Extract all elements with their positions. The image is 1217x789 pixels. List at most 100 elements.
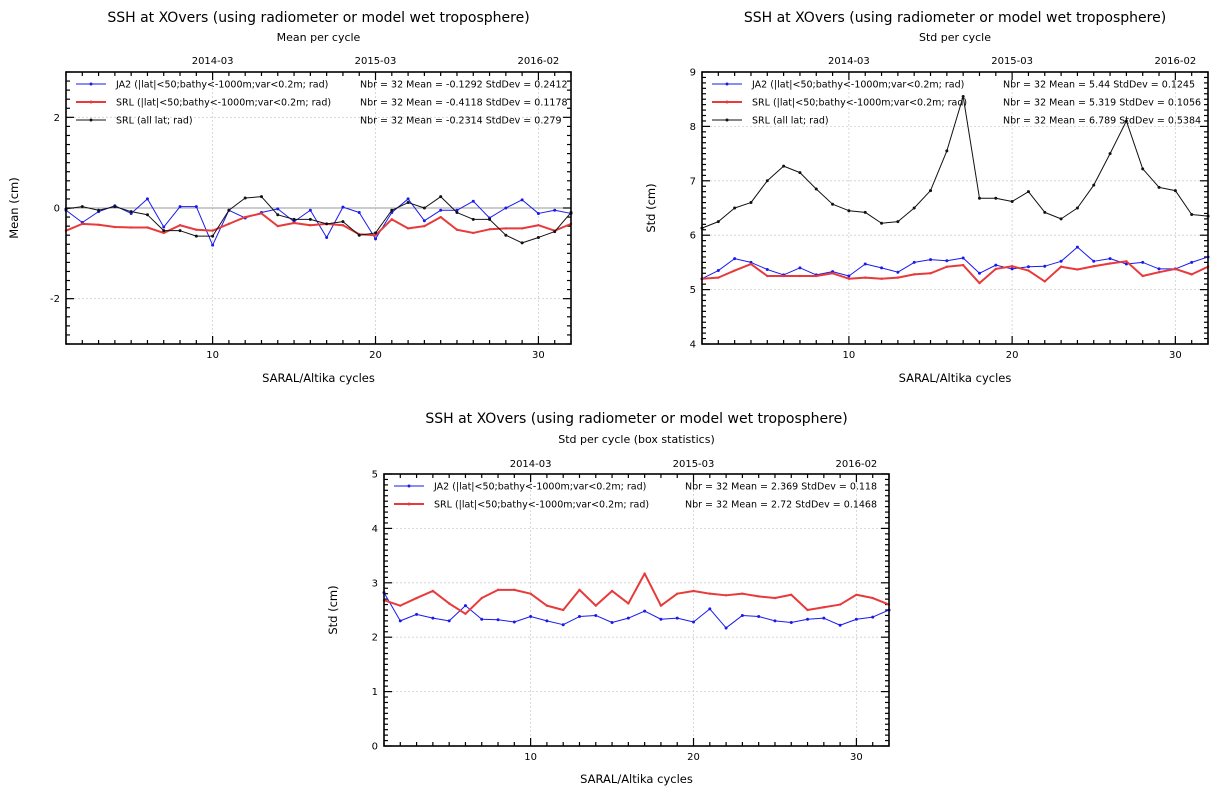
data-point [406, 197, 410, 201]
data-point [211, 243, 215, 247]
legend-marker [89, 118, 93, 122]
data-point [512, 620, 516, 624]
top-date-label: 2014-03 [828, 56, 870, 67]
data-point [553, 208, 557, 212]
data-point [912, 273, 916, 276]
data-point [545, 619, 549, 623]
data-point [871, 615, 875, 619]
data-point [854, 617, 858, 621]
data-point [1076, 268, 1079, 271]
y-tick-label: 5 [372, 470, 378, 481]
y-tick-label: 2 [372, 633, 378, 644]
legend-marker [407, 484, 411, 488]
x-axis-label: SARAL/Altika cycles [262, 371, 375, 385]
data-point [765, 179, 769, 183]
data-point [863, 210, 867, 214]
data-point [733, 206, 737, 210]
data-point [529, 615, 533, 619]
data-point [341, 205, 345, 209]
data-point [822, 616, 826, 620]
series-line [383, 592, 890, 629]
y-tick-label: 7 [690, 176, 696, 187]
data-point [488, 228, 491, 231]
series-line [65, 196, 572, 244]
data-point [194, 234, 198, 238]
data-point [880, 266, 884, 270]
data-point [398, 619, 402, 623]
series-line [701, 95, 1209, 229]
data-point [912, 260, 916, 264]
data-point [1190, 213, 1194, 217]
legend-stats: Nbr = 32 Mean = -0.1292 StdDev = 0.2412 [360, 80, 568, 91]
data-point [178, 229, 182, 233]
data-point [929, 258, 933, 262]
data-point [806, 608, 809, 612]
data-point [374, 237, 378, 241]
data-point [1174, 267, 1177, 271]
data-point [880, 277, 883, 280]
y-tick-label: 2 [54, 113, 60, 124]
data-point [276, 207, 280, 211]
data-point [325, 222, 329, 226]
data-point [504, 206, 508, 210]
data-point [716, 269, 720, 273]
data-point [1092, 259, 1096, 263]
data-point [733, 269, 736, 272]
data-point [912, 206, 916, 210]
data-point [520, 241, 524, 245]
data-point [390, 208, 394, 212]
data-point [1141, 260, 1145, 264]
data-point [692, 620, 696, 624]
data-point [97, 208, 101, 212]
data-point [561, 623, 565, 627]
top-date-label: 2016-02 [836, 459, 878, 470]
data-point [994, 196, 998, 200]
series-1 [700, 245, 1210, 281]
plot-frame [383, 473, 890, 747]
legend-stats: Nbr = 32 Mean = 2.72 StdDev = 0.1468 [685, 500, 877, 511]
data-point [357, 233, 361, 237]
data-point [961, 94, 965, 98]
data-point [994, 267, 998, 271]
data-point [626, 616, 630, 620]
data-point [520, 227, 524, 230]
data-point [610, 621, 614, 625]
y-tick-label: 0 [54, 204, 60, 215]
data-point [733, 257, 737, 261]
legend-marker [725, 100, 729, 104]
data-point [961, 256, 965, 260]
data-point [1173, 189, 1177, 193]
data-point [1190, 273, 1193, 276]
data-point [765, 267, 769, 271]
legend-entry: SRL (all lat; rad) [116, 116, 193, 127]
data-point [439, 208, 443, 212]
data-point [757, 595, 760, 598]
data-point [341, 220, 345, 224]
top-date-label: 2014-03 [510, 459, 552, 470]
data-point [276, 224, 279, 228]
y-axis-label: Std (cm) [644, 183, 658, 232]
data-point [945, 149, 949, 153]
data-point [292, 221, 296, 225]
data-point [529, 592, 532, 595]
data-point [1026, 265, 1030, 269]
data-point [480, 617, 484, 621]
series-2 [64, 212, 573, 237]
data-point [341, 224, 345, 227]
data-point [488, 217, 492, 221]
data-point [227, 208, 231, 212]
data-point [798, 171, 802, 175]
y-tick-label: 9 [690, 68, 696, 79]
data-point [504, 233, 508, 237]
data-point [627, 602, 630, 605]
data-point [195, 228, 198, 231]
legend-stats: Nbr = 32 Mean = 6.789 StdDev = 0.5384 [1003, 116, 1201, 127]
top-date-label: 2016-02 [1154, 56, 1196, 67]
chart-title: SSH at XOvers (using radiometer or model… [744, 10, 1166, 26]
top-date-label: 2016-02 [518, 56, 560, 67]
data-point [447, 602, 451, 605]
data-point [308, 208, 312, 212]
top-date-label: 2014-03 [192, 56, 234, 67]
data-point [390, 218, 394, 221]
top-date-label: 2015-03 [991, 56, 1033, 67]
